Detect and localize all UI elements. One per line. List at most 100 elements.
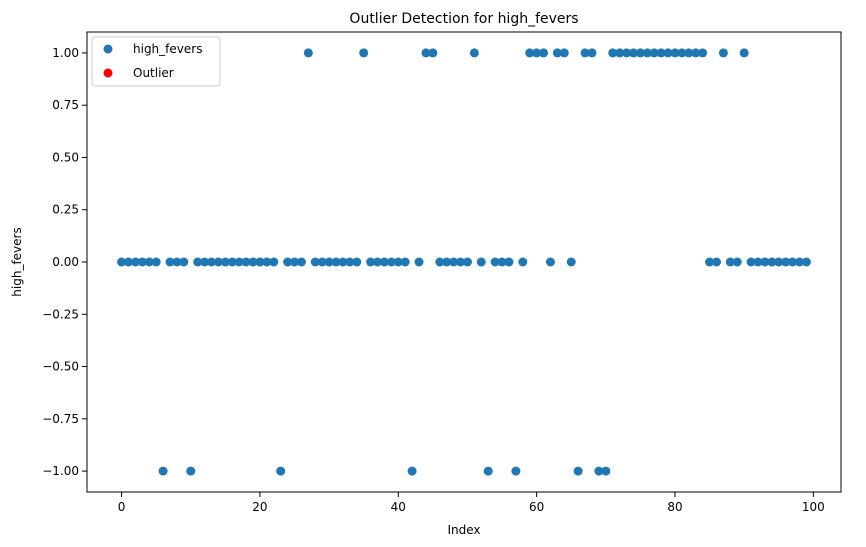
data-point-high-fevers-81	[677, 48, 687, 58]
data-point-high-fevers-85	[705, 257, 715, 267]
data-point-high-fevers-35	[359, 48, 369, 58]
data-point-high-fevers-9	[179, 257, 189, 267]
data-point-high-fevers-7	[165, 257, 175, 267]
legend-label-high-fevers: high_fevers	[133, 42, 202, 56]
data-point-high-fevers-83	[691, 48, 701, 58]
data-point-high-fevers-55	[497, 257, 507, 267]
y-tick-label-0: −1.00	[42, 464, 79, 478]
data-point-high-fevers-64	[559, 48, 569, 58]
data-point-high-fevers-45	[428, 48, 438, 58]
data-point-high-fevers-82	[684, 48, 694, 58]
data-point-high-fevers-52	[476, 257, 486, 267]
data-point-high-fevers-10	[186, 466, 196, 476]
x-tick-label-0: 0	[118, 500, 126, 514]
y-axis-ticks: −1.00 −0.75 −0.50 −0.25 0.00 0.25 0.50 0.75 1.00	[42, 46, 87, 478]
y-tick-label-2: −0.50	[42, 360, 79, 374]
x-tick-label-100: 100	[802, 500, 825, 514]
data-point-high-fevers-59	[525, 48, 535, 58]
y-tick-label-7: 0.75	[52, 98, 79, 112]
y-tick-label-8: 1.00	[52, 46, 79, 60]
data-point-high-fevers-11	[193, 257, 203, 267]
data-point-high-fevers-21	[262, 257, 272, 267]
y-tick-label-5: 0.25	[52, 203, 79, 217]
data-point-high-fevers-44	[421, 48, 431, 58]
data-point-high-fevers-15	[220, 257, 230, 267]
data-point-high-fevers-72	[615, 48, 625, 58]
data-point-high-fevers-78	[656, 48, 666, 58]
data-point-high-fevers-25	[290, 257, 300, 267]
data-point-high-fevers-48	[449, 257, 459, 267]
data-point-high-fevers-1	[124, 257, 134, 267]
data-point-high-fevers-96	[781, 257, 791, 267]
legend-label-outlier: Outlier	[133, 66, 174, 80]
data-point-high-fevers-16	[227, 257, 237, 267]
data-point-high-fevers-66	[573, 466, 583, 476]
data-point-high-fevers-24	[283, 257, 293, 267]
data-point-high-fevers-54	[490, 257, 500, 267]
x-tick-label-80: 80	[667, 500, 682, 514]
x-axis-title: Index	[447, 523, 480, 537]
data-point-high-fevers-51	[469, 48, 479, 58]
data-point-high-fevers-27	[303, 48, 313, 58]
data-point-high-fevers-0	[117, 257, 127, 267]
y-tick-label-6: 0.50	[52, 150, 79, 164]
data-point-high-fevers-60	[532, 48, 542, 58]
data-point-high-fevers-57	[511, 466, 521, 476]
data-point-high-fevers-3	[137, 257, 147, 267]
data-point-high-fevers-5	[151, 257, 161, 267]
data-point-high-fevers-73	[622, 48, 632, 58]
data-point-high-fevers-69	[594, 466, 604, 476]
data-point-high-fevers-49	[456, 257, 466, 267]
legend-box	[91, 36, 221, 87]
chart-title: Outlier Detection for high_fevers	[349, 11, 578, 27]
data-point-high-fevers-70	[601, 466, 611, 476]
legend-marker-high-fevers	[103, 44, 113, 54]
data-point-high-fevers-61	[539, 48, 549, 58]
data-point-high-fevers-43	[414, 257, 424, 267]
data-point-high-fevers-22	[269, 257, 279, 267]
data-point-high-fevers-65	[566, 257, 576, 267]
data-point-high-fevers-26	[296, 257, 306, 267]
data-point-high-fevers-80	[670, 48, 680, 58]
data-point-high-fevers-33	[345, 257, 355, 267]
y-tick-label-1: −0.75	[42, 412, 79, 426]
x-axis-ticks: 0 20 40 60 80 100	[118, 492, 825, 514]
data-point-high-fevers-13	[207, 257, 217, 267]
data-point-high-fevers-40	[393, 257, 403, 267]
data-point-high-fevers-32	[338, 257, 348, 267]
data-point-high-fevers-95	[774, 257, 784, 267]
data-point-high-fevers-56	[504, 257, 514, 267]
data-point-high-fevers-53	[483, 466, 493, 476]
data-point-high-fevers-87	[718, 48, 728, 58]
data-point-high-fevers-93	[760, 257, 770, 267]
data-point-high-fevers-20	[255, 257, 265, 267]
x-tick-label-40: 40	[391, 500, 406, 514]
x-tick-label-60: 60	[529, 500, 544, 514]
data-point-high-fevers-98	[794, 257, 804, 267]
data-point-high-fevers-4	[144, 257, 154, 267]
y-axis-title: high_fevers	[10, 227, 24, 296]
data-point-high-fevers-37	[373, 257, 383, 267]
data-point-high-fevers-6	[158, 466, 168, 476]
data-point-high-fevers-99	[801, 257, 811, 267]
data-point-high-fevers-67	[580, 48, 590, 58]
data-point-high-fevers-30	[324, 257, 334, 267]
data-point-high-fevers-2	[130, 257, 140, 267]
data-points	[117, 48, 811, 476]
data-point-high-fevers-58	[518, 257, 528, 267]
data-point-high-fevers-91	[746, 257, 756, 267]
data-point-high-fevers-76	[642, 48, 652, 58]
data-point-high-fevers-50	[462, 257, 472, 267]
legend: high_fevers Outlier	[91, 36, 221, 87]
data-point-high-fevers-38	[379, 257, 389, 267]
data-point-high-fevers-42	[407, 466, 417, 476]
data-point-high-fevers-86	[711, 257, 721, 267]
data-point-high-fevers-41	[400, 257, 410, 267]
data-point-high-fevers-62	[545, 257, 555, 267]
data-point-high-fevers-92	[753, 257, 763, 267]
data-point-high-fevers-47	[442, 257, 452, 267]
y-tick-label-3: −0.25	[42, 307, 79, 321]
data-point-high-fevers-84	[698, 48, 708, 58]
data-point-high-fevers-74	[628, 48, 638, 58]
legend-marker-outlier	[103, 68, 113, 78]
